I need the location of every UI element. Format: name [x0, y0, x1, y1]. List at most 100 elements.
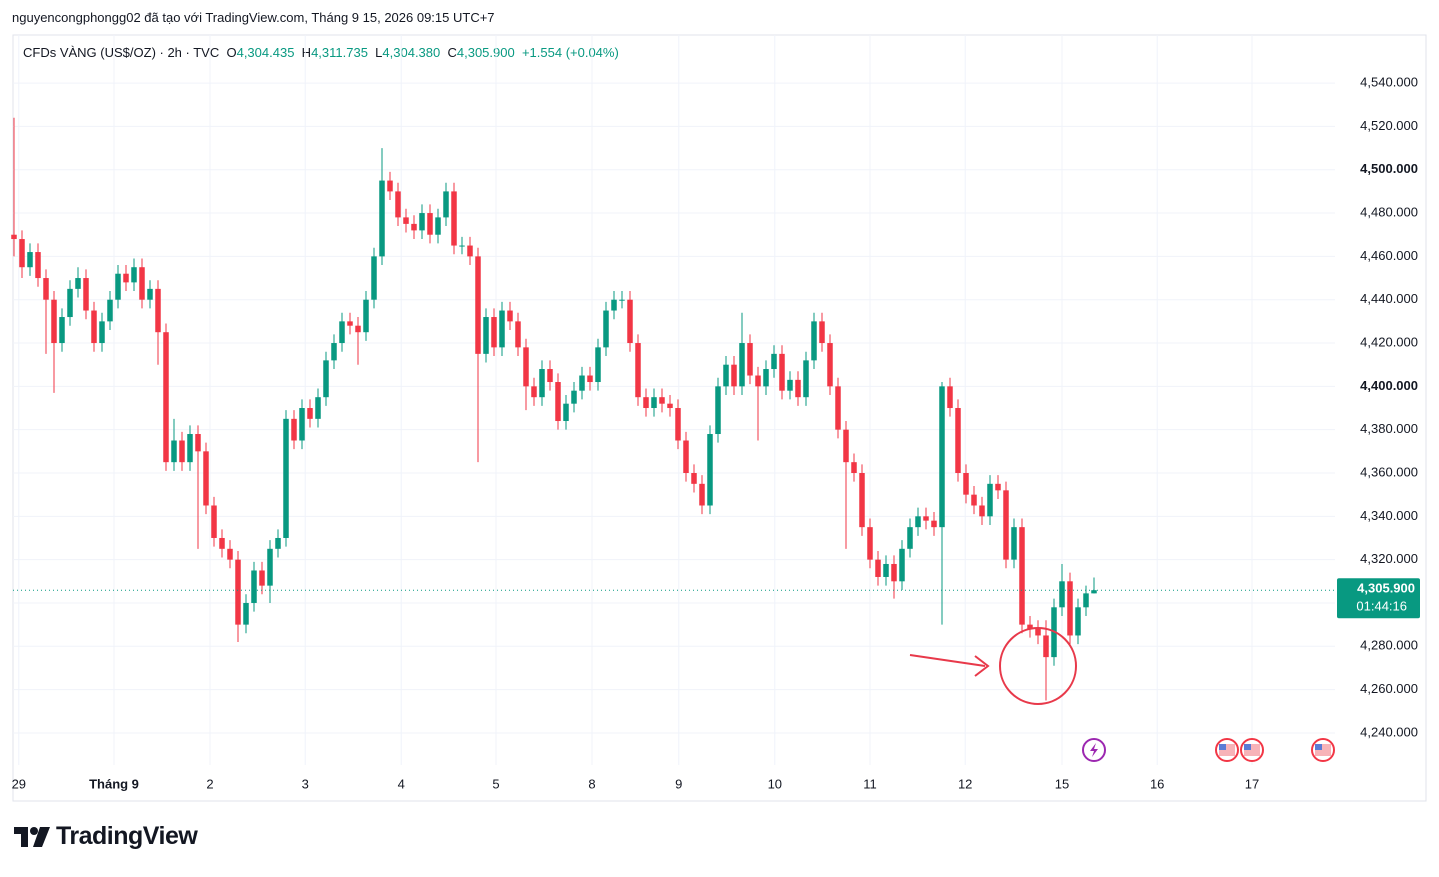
candle-body	[267, 548, 273, 586]
candle-body	[803, 360, 809, 398]
ohlc-label: L	[375, 45, 383, 60]
candle-body	[707, 434, 713, 506]
candle-body	[571, 390, 577, 404]
candle-body	[1019, 527, 1025, 625]
x-tick-label: 3	[302, 776, 309, 791]
y-tick-label: 4,300.000	[1360, 594, 1418, 609]
candle-body	[19, 239, 25, 268]
x-tick-label: 17	[1245, 776, 1259, 791]
candle-body	[907, 527, 913, 549]
candle-body	[851, 462, 857, 473]
candle-body	[763, 369, 769, 387]
candle-body	[963, 473, 969, 495]
candle-body	[675, 408, 681, 441]
symbol-legend: CFDs VÀNG (US$/OZ) · 2h · TVC O 4,304.435…	[23, 45, 619, 60]
candle-body	[843, 429, 849, 463]
x-tick-label: 29	[12, 776, 26, 791]
x-tick-label: 4	[398, 776, 405, 791]
candle-body	[275, 537, 281, 549]
candle-body	[739, 343, 745, 387]
countdown: 01:44:16	[1356, 599, 1407, 614]
candle-body	[923, 516, 929, 521]
candle-body	[1043, 635, 1049, 658]
candle-body	[147, 288, 153, 300]
candle-body	[515, 321, 521, 348]
candle-body	[955, 408, 961, 473]
candle-body	[715, 386, 721, 435]
candle-body	[363, 299, 369, 333]
candle-body	[451, 191, 457, 246]
candle-body	[347, 321, 353, 326]
attribution: nguyencongphongg02 đã tạo với TradingVie…	[12, 10, 495, 25]
ohlc-label: C	[447, 45, 457, 60]
annotation-arrow	[909, 654, 986, 667]
candle-body	[795, 379, 801, 398]
candle-body	[1083, 593, 1089, 608]
y-tick-label: 4,420.000	[1360, 334, 1418, 349]
candle-body	[1051, 607, 1057, 658]
y-tick-label: 4,380.000	[1360, 421, 1418, 436]
candle-body	[115, 273, 121, 300]
candle-body	[523, 347, 529, 387]
x-tick-label: 15	[1055, 776, 1069, 791]
candle-body	[59, 317, 65, 344]
candle-body	[1003, 490, 1009, 560]
candle-body	[979, 505, 985, 517]
y-tick-label: 4,440.000	[1360, 291, 1418, 306]
change: +1.554 (+0.04%)	[521, 45, 619, 60]
candle-body	[459, 245, 465, 247]
y-tick-label: 4,460.000	[1360, 248, 1418, 263]
candle-body	[1091, 590, 1097, 594]
candle-body	[299, 408, 305, 441]
candle-body	[187, 434, 193, 463]
candle-body	[635, 343, 641, 398]
candle-body	[131, 267, 137, 283]
ohlc-value: 4,304.380	[382, 45, 441, 60]
candle-body	[83, 278, 89, 311]
candle-body	[307, 408, 313, 419]
candle-body	[1067, 581, 1073, 636]
y-tick-label: 4,320.000	[1360, 551, 1418, 566]
candle-body	[643, 397, 649, 409]
y-tick-label: 4,260.000	[1360, 681, 1418, 696]
candle-body	[539, 369, 545, 398]
candle-body	[587, 375, 593, 383]
candle-body	[163, 332, 169, 463]
candle-body	[339, 321, 345, 344]
x-tick-label: 5	[492, 776, 499, 791]
candle-body	[875, 559, 881, 577]
candle-body	[931, 520, 937, 528]
ohlc-value: 4,304.435	[236, 45, 295, 60]
candle-body	[395, 191, 401, 218]
candle-body	[99, 321, 105, 344]
candle-body	[467, 245, 473, 257]
candle-body	[691, 473, 697, 484]
candle-body	[819, 321, 825, 344]
brand-logo: TradingView	[14, 822, 198, 851]
candle-body	[627, 299, 633, 344]
candle-body	[443, 191, 449, 218]
candle-body	[1059, 581, 1065, 608]
y-tick-label: 4,360.000	[1360, 464, 1418, 479]
event-icon	[1240, 738, 1264, 762]
brand-icon	[14, 826, 50, 847]
candle-body	[595, 347, 601, 383]
candle-body	[403, 217, 409, 224]
y-tick-label: 4,240.000	[1360, 724, 1418, 739]
candle-body	[11, 234, 17, 240]
candle-body	[547, 369, 553, 383]
candle-body	[779, 353, 785, 391]
y-tick-label: 4,540.000	[1360, 75, 1418, 90]
candle-body	[747, 343, 753, 376]
candle-body	[243, 602, 249, 625]
ohlc-label: O	[226, 45, 237, 60]
candle-body	[475, 256, 481, 354]
candle-body	[1075, 607, 1081, 636]
candle-body	[411, 223, 417, 231]
candle-body	[579, 375, 585, 391]
candle-body	[491, 317, 497, 348]
symbol-title: CFDs VÀNG (US$/OZ) · 2h · TVC	[23, 45, 220, 60]
candle-body	[859, 473, 865, 528]
